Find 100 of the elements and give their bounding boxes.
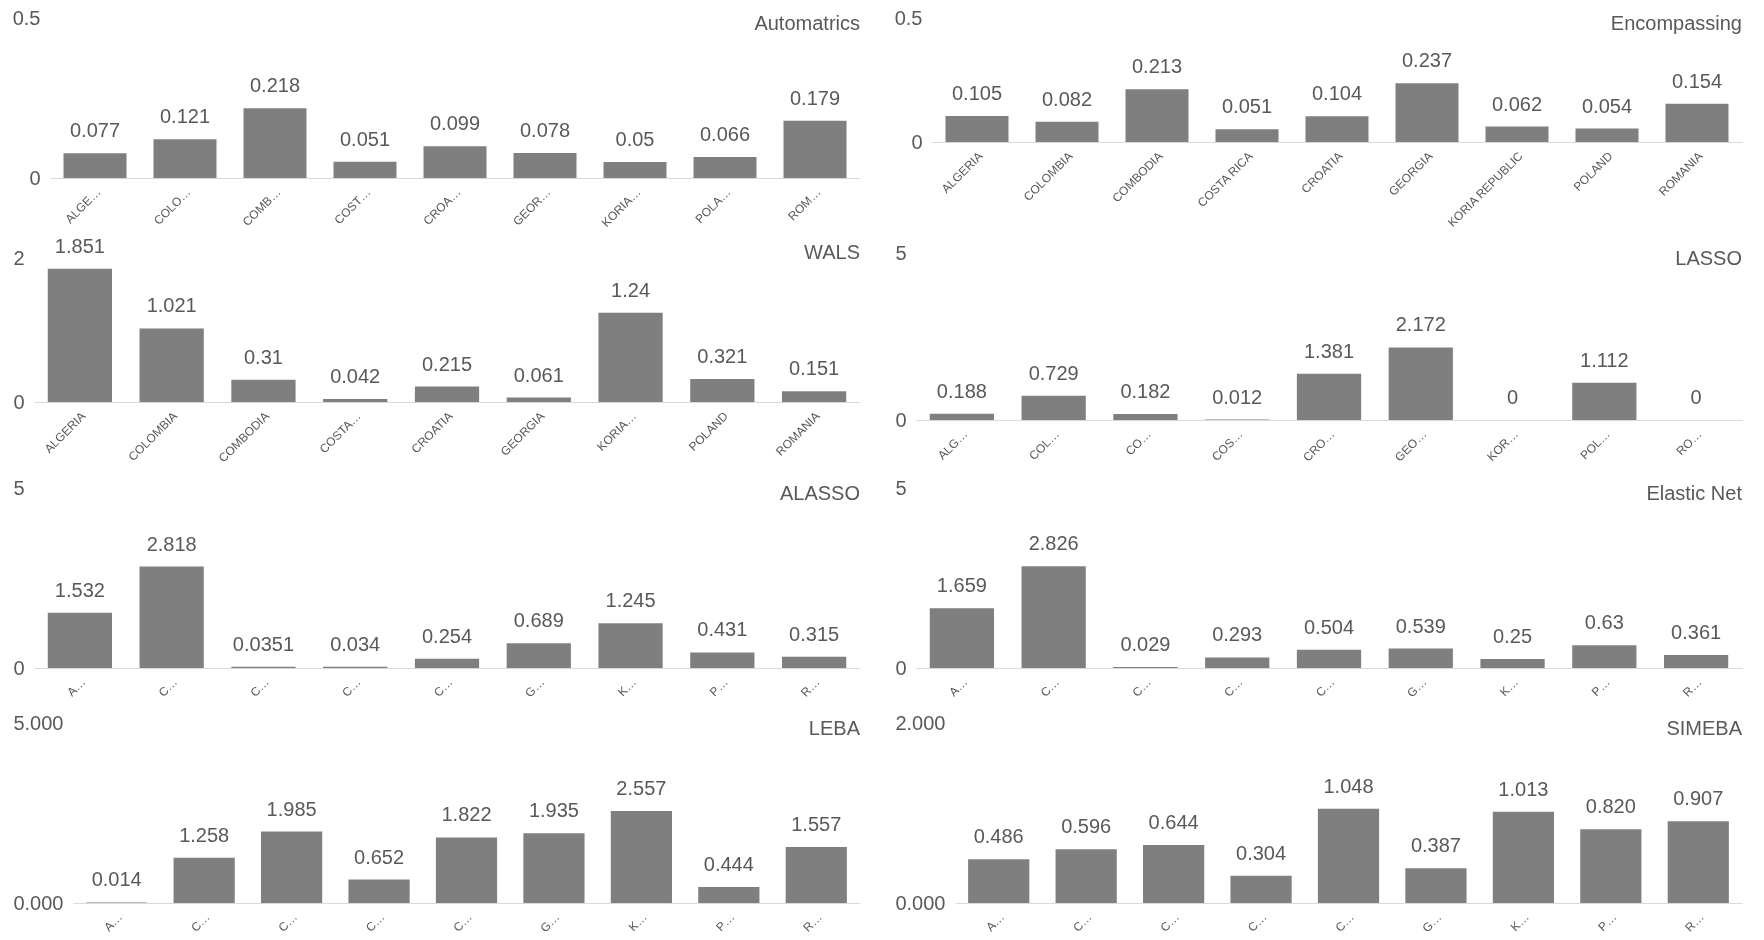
data-label: 0.215 bbox=[421, 352, 473, 375]
chart-title: Automatrics bbox=[754, 12, 860, 34]
data-label: 0.077 bbox=[69, 119, 121, 142]
data-label: 0.042 bbox=[330, 364, 381, 387]
y-tick-label: 0.5 bbox=[12, 6, 41, 29]
data-label: 1.985 bbox=[266, 797, 317, 820]
bar bbox=[1125, 89, 1189, 142]
data-label: 2.557 bbox=[616, 776, 667, 799]
chart-title: Elastic Net bbox=[1646, 482, 1743, 504]
bar bbox=[1480, 659, 1545, 668]
bar bbox=[698, 887, 760, 903]
data-label: 0.644 bbox=[1148, 811, 1199, 834]
x-tick-label: A… bbox=[983, 910, 1008, 935]
bar bbox=[348, 879, 410, 903]
chart-title: ALASSO bbox=[779, 482, 860, 504]
bar bbox=[1388, 648, 1453, 668]
data-label: 1.532 bbox=[54, 578, 105, 601]
y-tick-label: 0 bbox=[13, 390, 25, 413]
y-tick-label: 5 bbox=[895, 241, 907, 264]
data-label: 0.051 bbox=[1221, 95, 1273, 118]
bar bbox=[1113, 413, 1178, 420]
bar bbox=[968, 859, 1030, 903]
y-tick-label: 0 bbox=[895, 656, 907, 679]
y-tick-label: 5 bbox=[13, 476, 25, 499]
x-tick-label: C… bbox=[1129, 675, 1154, 700]
bar bbox=[153, 139, 217, 178]
bar bbox=[1492, 811, 1554, 903]
x-tick-label: C… bbox=[363, 910, 388, 935]
y-tick-label: 0 bbox=[13, 656, 25, 679]
bar bbox=[1035, 121, 1099, 142]
x-tick-label: C… bbox=[1157, 910, 1183, 935]
bar bbox=[1205, 657, 1270, 668]
bar bbox=[781, 391, 847, 402]
data-label: 0.31 bbox=[243, 345, 283, 368]
x-tick-label: C… bbox=[1245, 910, 1270, 935]
x-tick-label: C… bbox=[1221, 675, 1246, 700]
bar bbox=[603, 162, 667, 178]
data-label: 1.013 bbox=[1498, 777, 1549, 800]
data-label: 1.112 bbox=[1580, 348, 1629, 371]
y-tick-label: 5.000 bbox=[13, 711, 64, 734]
data-label: 0.444 bbox=[703, 853, 754, 876]
x-tick-label: K… bbox=[625, 910, 650, 935]
bar bbox=[173, 857, 235, 903]
bar bbox=[1572, 645, 1637, 668]
x-tick-label: G… bbox=[1419, 910, 1445, 936]
bar bbox=[261, 831, 323, 903]
x-tick-label: C… bbox=[339, 675, 364, 700]
bar bbox=[1580, 829, 1642, 903]
x-tick-label: P… bbox=[1588, 675, 1613, 700]
x-tick-label: C… bbox=[1332, 910, 1357, 935]
data-label: 0.293 bbox=[1212, 623, 1263, 646]
data-label: 0.486 bbox=[973, 825, 1024, 848]
bar bbox=[1388, 347, 1453, 420]
data-label: 0.099 bbox=[429, 112, 481, 135]
data-label: 2.172 bbox=[1395, 313, 1446, 336]
x-tick-label: C… bbox=[247, 675, 272, 700]
data-label: 0.051 bbox=[339, 127, 391, 150]
data-label: 0.431 bbox=[697, 618, 748, 641]
data-label: 0.254 bbox=[421, 624, 473, 647]
x-tick-label: A… bbox=[101, 910, 126, 935]
bar bbox=[333, 161, 397, 178]
bar bbox=[1021, 395, 1086, 420]
chart-title: LASSO bbox=[1675, 247, 1742, 269]
bar bbox=[1143, 845, 1205, 903]
y-tick-label: 2 bbox=[13, 246, 25, 269]
data-label: 0.061 bbox=[513, 363, 564, 386]
bar bbox=[506, 397, 571, 402]
data-label: 0.0351 bbox=[232, 632, 295, 655]
data-label: 0.082 bbox=[1041, 87, 1093, 110]
chart-title: WALS bbox=[804, 240, 860, 263]
y-tick-label: 0.000 bbox=[895, 891, 946, 914]
data-label: 0.066 bbox=[699, 122, 751, 145]
bar bbox=[414, 386, 480, 402]
bar bbox=[1405, 868, 1467, 903]
data-label: 0.105 bbox=[951, 81, 1003, 104]
data-label: 2.818 bbox=[146, 532, 197, 555]
x-tick-label: G… bbox=[1404, 675, 1430, 701]
x-tick-label: C… bbox=[430, 675, 456, 700]
bar bbox=[523, 833, 585, 903]
y-tick-label: 0.5 bbox=[894, 6, 923, 29]
bar bbox=[1296, 373, 1362, 420]
data-label: 0.034 bbox=[330, 632, 381, 655]
data-label: 0.179 bbox=[789, 86, 841, 109]
chart-title: Encompassing bbox=[1610, 12, 1742, 34]
data-label: 0.504 bbox=[1303, 615, 1355, 638]
data-label: 0.689 bbox=[513, 609, 564, 632]
x-tick-label: G… bbox=[537, 910, 563, 936]
x-tick-label: P… bbox=[706, 675, 731, 700]
y-tick-label: 0 bbox=[911, 130, 923, 153]
x-tick-label: K… bbox=[1507, 910, 1532, 935]
bar bbox=[929, 608, 995, 668]
x-tick-label: RO… bbox=[1673, 427, 1705, 459]
y-tick-label: 0 bbox=[895, 408, 907, 431]
data-label: 0.218 bbox=[249, 74, 301, 97]
bar bbox=[1667, 821, 1729, 903]
data-label: 1.851 bbox=[54, 234, 105, 257]
x-tick-label: C… bbox=[1070, 910, 1095, 935]
data-label: 1.381 bbox=[1303, 339, 1355, 362]
data-label: 1.935 bbox=[528, 799, 579, 822]
data-label: 0.315 bbox=[789, 622, 840, 645]
